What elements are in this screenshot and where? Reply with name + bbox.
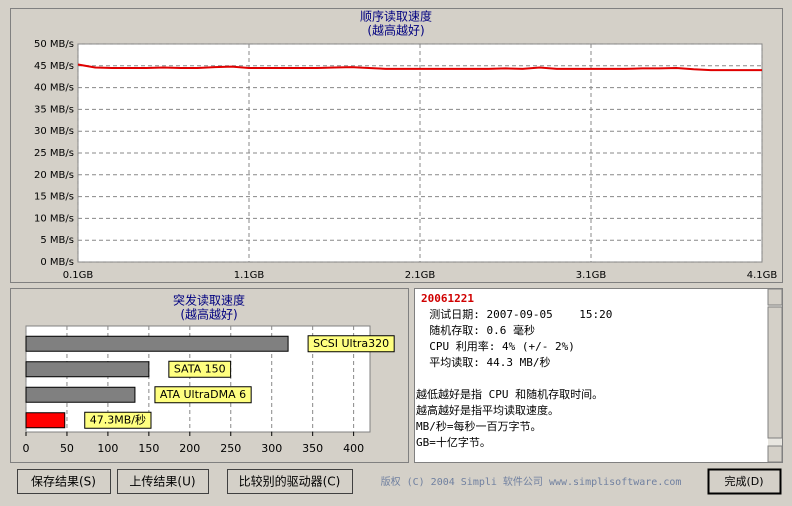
done-button[interactable] <box>707 468 782 495</box>
button-label[interactable]: 上传结果(U) <box>129 474 195 489</box>
chart-title: 突发读取速度 <box>173 293 245 308</box>
bar-label: SCSI Ultra320 <box>313 337 389 350</box>
x-tick-label: 300 <box>261 442 282 455</box>
y-tick-label: 45 MB/s <box>34 61 74 72</box>
info-panel <box>414 288 783 463</box>
y-tick-label: 5 MB/s <box>40 235 74 246</box>
button[interactable] <box>117 469 209 494</box>
info-line: MB/秒=每秒一百万字节。 <box>416 419 542 433</box>
bar <box>25 361 150 378</box>
x-tick-label: 50 <box>60 442 74 455</box>
y-tick-label: 10 MB/s <box>34 213 74 224</box>
x-tick-label: 2.1GB <box>405 270 436 281</box>
y-tick-label: 0 MB/s <box>40 257 74 268</box>
y-tick-label: 50 MB/s <box>34 39 74 50</box>
bar <box>25 386 136 403</box>
button[interactable] <box>227 469 353 494</box>
bar-label: 47.3MB/秒 <box>90 412 146 426</box>
bar-label-box <box>84 411 152 429</box>
info-line: 随机存取: 0.6 毫秒 <box>416 323 535 337</box>
button[interactable] <box>17 469 111 494</box>
scroll-thumb[interactable] <box>767 306 783 439</box>
x-tick-label: 150 <box>138 442 159 455</box>
bar-label-box <box>154 386 252 404</box>
y-tick-label: 30 MB/s <box>34 126 74 137</box>
scroll-up[interactable] <box>767 288 783 306</box>
y-tick-label: 15 MB/s <box>34 192 74 203</box>
chart-title: 顺序读取速度 <box>360 9 432 24</box>
button-label[interactable]: 比较别的驱动器(C) <box>239 474 341 489</box>
y-tick-label: 20 MB/s <box>34 170 74 181</box>
x-tick-label: 350 <box>302 442 323 455</box>
bar-label-box <box>168 360 232 378</box>
x-tick-label: 1.1GB <box>234 270 265 281</box>
x-tick-label: 3.1GB <box>576 270 607 281</box>
info-line: 测试日期: 2007-09-05 15:20 <box>416 308 612 321</box>
y-tick-label: 40 MB/s <box>34 83 74 94</box>
y-tick-label: 35 MB/s <box>34 104 74 115</box>
info-line: 平均读取: 44.3 MB/秒 <box>416 355 550 369</box>
x-tick-label: 4.1GB <box>747 270 778 281</box>
chart-subtitle: (越高越好) <box>180 307 237 322</box>
y-tick-label: 25 MB/s <box>34 148 74 159</box>
bar <box>25 412 66 429</box>
x-tick-label: 0.1GB <box>63 270 94 281</box>
info-line: GB=十亿字节。 <box>416 435 491 449</box>
button-bar: 保存结果(S) 上传结果(U) 比较别的驱动器(C) <box>17 469 353 494</box>
bar-label-box <box>307 335 395 353</box>
scroll-down[interactable] <box>767 445 783 463</box>
bar <box>25 335 289 352</box>
data-line <box>77 63 762 72</box>
bar-label: SATA 150 <box>174 362 226 375</box>
info-heading: 20061221 <box>421 292 474 305</box>
x-tick-label: 200 <box>179 442 200 455</box>
x-tick-label: 400 <box>343 442 364 455</box>
x-tick-label: 250 <box>220 442 241 455</box>
done-label[interactable]: 完成(D) <box>724 474 763 488</box>
chart-subtitle: (越高越好) <box>367 23 424 38</box>
copyright: 版权 (C) 2004 Simpli 软件公司 www.simplisoftwa… <box>381 475 682 488</box>
x-tick-label: 100 <box>97 442 118 455</box>
button-label[interactable]: 保存结果(S) <box>31 475 96 489</box>
info-line: 越低越好是指 CPU 和随机存取时间。 <box>416 387 603 401</box>
info-line: CPU 利用率: 4% (+/- 2%) <box>416 339 575 353</box>
info-line: 越高越好是指平均读取速度。 <box>416 403 559 417</box>
bar-label: ATA UltraDMA 6 <box>160 388 246 401</box>
x-tick-label: 0 <box>23 442 30 455</box>
